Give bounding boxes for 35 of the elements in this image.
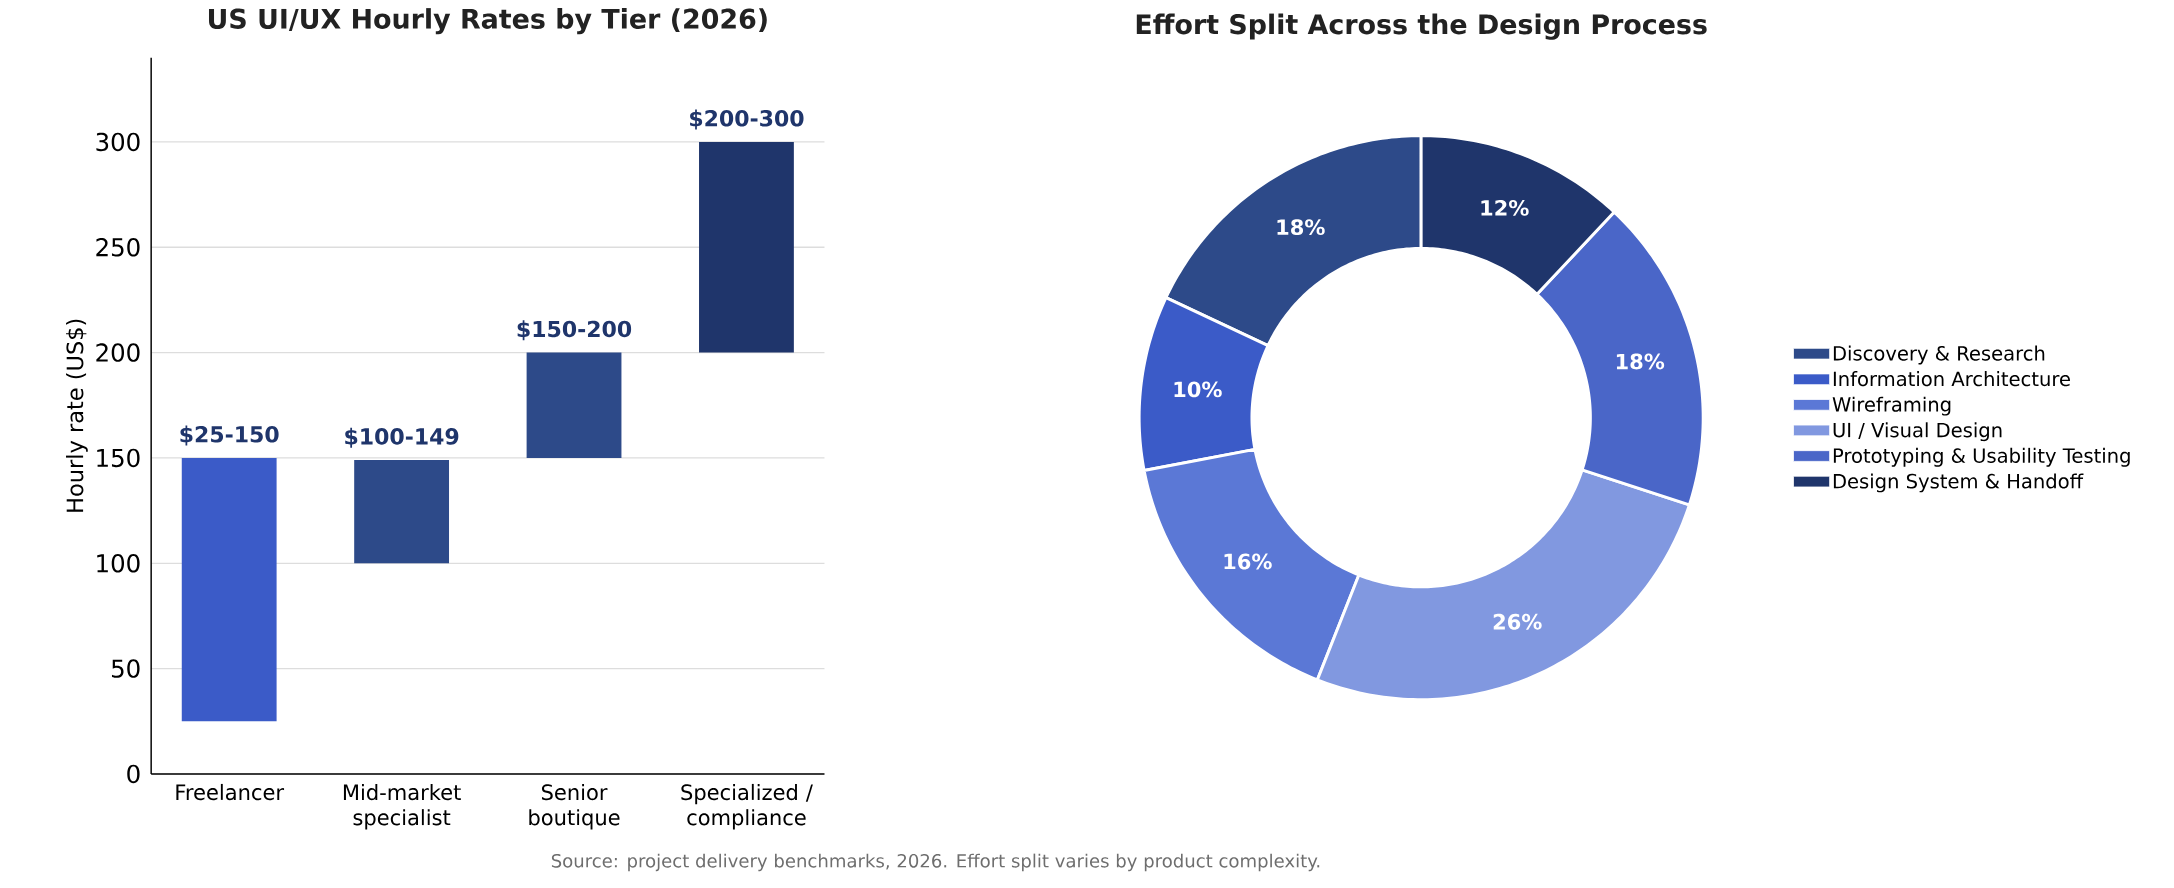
y-tick-label: 100 (97, 553, 140, 573)
data-label: $150-200 (517, 320, 632, 341)
bar (354, 459, 450, 564)
chart-title: US UI/UX Hourly Rates by Tier (2026) (209, 7, 767, 35)
y-tick-label: 50 (111, 659, 140, 678)
legend-label: UI / Visual Design (1833, 422, 2002, 442)
data-label: 18% (1616, 353, 1665, 370)
data-label: $200-300 (690, 109, 804, 130)
chart-title: Effort Split Across the Design Process (1136, 13, 1707, 40)
x-tick-label: Freelancer (176, 783, 285, 801)
data-label: 10% (1174, 381, 1222, 398)
y-tick-label: 150 (97, 448, 140, 468)
legend-label: Discovery & Research (1833, 345, 2045, 365)
legend-label: Prototyping & Usability Testing (1833, 447, 2130, 467)
data-label: 26% (1493, 613, 1542, 630)
y-tick-label: 0 (127, 764, 140, 784)
y-axis-title: Hourly rate (US$) (66, 319, 88, 512)
legend-label: Information Architecture (1833, 370, 2070, 387)
data-label: $25-150 (180, 425, 279, 446)
bar (699, 141, 794, 353)
y-tick-label: 250 (96, 237, 140, 257)
y-tick-label: 200 (96, 343, 140, 362)
x-tick-label: Specialized / compliance (681, 783, 813, 830)
x-tick-label: Mid-market specialist (343, 783, 461, 830)
y-tick-label: 300 (96, 132, 140, 152)
data-label: 16% (1224, 553, 1272, 570)
bar (181, 457, 277, 722)
source-note: Source: project delivery benchmarks, 2026. Effort split varies by product complexity. (551, 853, 1320, 871)
data-label: 12% (1481, 199, 1529, 216)
x-tick-label: Senior boutique (529, 783, 620, 830)
data-label: 18% (1277, 219, 1325, 235)
data-label: $100-149 (345, 427, 459, 448)
legend-label: Design System & Handoff (1833, 473, 2084, 493)
bar (526, 352, 622, 458)
legend-label: Wireframing (1832, 396, 1951, 416)
